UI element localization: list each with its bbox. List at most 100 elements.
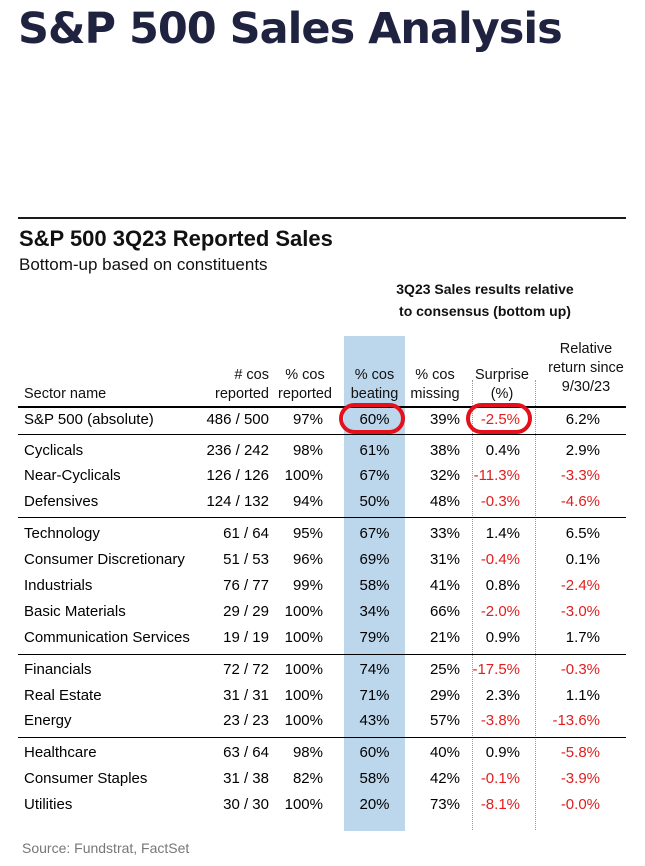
- pct-beating-cell: 50%: [359, 493, 390, 510]
- cos-reported-cell: 51 / 53: [223, 551, 269, 568]
- header-pct-missing: % cos missing: [405, 366, 465, 404]
- surprise-pct-cell: -2.5%: [480, 411, 520, 428]
- pct-missing-cell: 33%: [429, 525, 460, 542]
- header-relative-return: Relative return since 9/30/23: [536, 340, 636, 397]
- pct-reported-cell: 99%: [292, 577, 323, 594]
- pct-missing-cell: 48%: [429, 493, 460, 510]
- header-line: missing: [410, 386, 460, 402]
- surprise-pct-cell: -2.0%: [480, 603, 520, 620]
- group-rule: [18, 517, 626, 518]
- pct-reported-cell: 94%: [292, 493, 323, 510]
- header-surprise: Surprise (%): [468, 366, 536, 404]
- pct-missing-cell: 25%: [429, 661, 460, 678]
- page-title: S&P 500 Sales Analysis: [18, 4, 563, 54]
- header-line: beating: [350, 386, 399, 402]
- cos-reported-cell: 236 / 242: [206, 442, 269, 459]
- sector-name-cell: Utilities: [24, 796, 73, 813]
- column-separator: [472, 380, 473, 830]
- header-line: Relative: [559, 341, 613, 357]
- cos-reported-cell: 126 / 126: [206, 467, 269, 484]
- pct-beating-cell: 60%: [359, 411, 390, 428]
- header-pct-reported: % cos reported: [273, 366, 337, 404]
- pct-missing-cell: 31%: [429, 551, 460, 568]
- sector-name-cell: Technology: [24, 525, 100, 542]
- relative-return-cell: -3.3%: [560, 467, 600, 484]
- table-row: Consumer Staples 31 / 38 82% 58% 42% -0.1% -3.…: [0, 766, 645, 792]
- header-line: (%): [490, 386, 514, 402]
- relative-return-cell: 1.7%: [565, 629, 600, 646]
- sector-name-cell: Defensives: [24, 493, 99, 510]
- pct-beating-cell: 20%: [359, 796, 390, 813]
- pct-beating-cell: 60%: [359, 744, 390, 761]
- relative-return-cell: -4.6%: [560, 493, 600, 510]
- surprise-pct-cell: -0.4%: [480, 551, 520, 568]
- relative-return-cell: -3.9%: [560, 770, 600, 787]
- cos-reported-cell: 124 / 132: [206, 493, 269, 510]
- surprise-pct-cell: -0.1%: [480, 770, 520, 787]
- sector-name-cell: Industrials: [24, 577, 93, 594]
- header-line: reported: [277, 386, 332, 402]
- highlight-oval-beating: [339, 403, 405, 434]
- pct-missing-cell: 29%: [429, 687, 460, 704]
- sector-name-cell: Healthcare: [24, 744, 97, 761]
- surprise-pct-cell: 0.9%: [485, 744, 520, 761]
- relative-return-cell: -3.0%: [560, 603, 600, 620]
- pct-reported-cell: 98%: [292, 442, 323, 459]
- sector-name-cell: Consumer Staples: [24, 770, 148, 787]
- pct-reported-cell: 100%: [284, 467, 323, 484]
- sector-name-cell: S&P 500 (absolute): [24, 411, 154, 428]
- pct-missing-cell: 66%: [429, 603, 460, 620]
- pct-missing-cell: 57%: [429, 712, 460, 729]
- table-row: Industrials 76 / 77 99% 58% 41% 0.8% -2.4%: [0, 573, 645, 599]
- cos-reported-cell: 486 / 500: [206, 411, 269, 428]
- table-row: Utilities 30 / 30 100% 20% 73% -8.1% -0.0%: [0, 792, 645, 818]
- cos-reported-cell: 61 / 64: [223, 525, 269, 542]
- pct-reported-cell: 97%: [292, 411, 323, 428]
- cos-reported-cell: 63 / 64: [223, 744, 269, 761]
- pct-missing-cell: 38%: [429, 442, 460, 459]
- group-header: 3Q23 Sales results relative to consensus…: [380, 278, 590, 322]
- group-header-line: 3Q23 Sales results relative: [396, 281, 574, 297]
- pct-beating-cell: 74%: [359, 661, 390, 678]
- pct-beating-cell: 43%: [359, 712, 390, 729]
- pct-beating-cell: 58%: [359, 770, 390, 787]
- relative-return-cell: -5.8%: [560, 744, 600, 761]
- relative-return-cell: -0.3%: [560, 661, 600, 678]
- cos-reported-cell: 29 / 29: [223, 603, 269, 620]
- header-line: % cos: [354, 367, 395, 383]
- relative-return-cell: 0.1%: [565, 551, 600, 568]
- cos-reported-cell: 23 / 23: [223, 712, 269, 729]
- surprise-pct-cell: -3.8%: [480, 712, 520, 729]
- table-row: Basic Materials 29 / 29 100% 34% 66% -2.0% -3.…: [0, 599, 645, 625]
- pct-beating-cell: 61%: [359, 442, 390, 459]
- cos-reported-cell: 31 / 38: [223, 770, 269, 787]
- relative-return-cell: 1.1%: [565, 687, 600, 704]
- group-header-line: to consensus (bottom up): [399, 303, 571, 319]
- relative-return-cell: 6.2%: [565, 411, 600, 428]
- pct-reported-cell: 100%: [284, 603, 323, 620]
- relative-return-cell: 2.9%: [565, 442, 600, 459]
- table-row: Cyclicals 236 / 242 98% 61% 38% 0.4% 2.9%: [0, 438, 645, 464]
- surprise-pct-cell: -8.1%: [480, 796, 520, 813]
- pct-missing-cell: 40%: [429, 744, 460, 761]
- pct-reported-cell: 100%: [284, 712, 323, 729]
- header-line: return since: [548, 360, 624, 376]
- table-row: Healthcare 63 / 64 98% 60% 40% 0.9% -5.8%: [0, 740, 645, 766]
- surprise-pct-cell: 1.4%: [485, 525, 520, 542]
- surprise-pct-cell: -11.3%: [473, 467, 520, 484]
- header-line: % cos: [415, 367, 455, 383]
- pct-reported-cell: 100%: [284, 629, 323, 646]
- table-row: S&P 500 (absolute) 486 / 500 97% 60% 39% -2.5…: [0, 407, 645, 433]
- header-line: Surprise: [475, 367, 529, 383]
- sector-name-cell: Basic Materials: [24, 603, 126, 620]
- sector-name-cell: Financials: [24, 661, 92, 678]
- pct-reported-cell: 96%: [292, 551, 323, 568]
- pct-reported-cell: 100%: [284, 661, 323, 678]
- pct-reported-cell: 100%: [284, 687, 323, 704]
- surprise-pct-cell: -0.3%: [480, 493, 520, 510]
- table-row: Technology 61 / 64 95% 67% 33% 1.4% 6.5%: [0, 521, 645, 547]
- pct-missing-cell: 21%: [429, 629, 460, 646]
- pct-missing-cell: 73%: [429, 796, 460, 813]
- pct-missing-cell: 32%: [429, 467, 460, 484]
- pct-beating-cell: 71%: [359, 687, 390, 704]
